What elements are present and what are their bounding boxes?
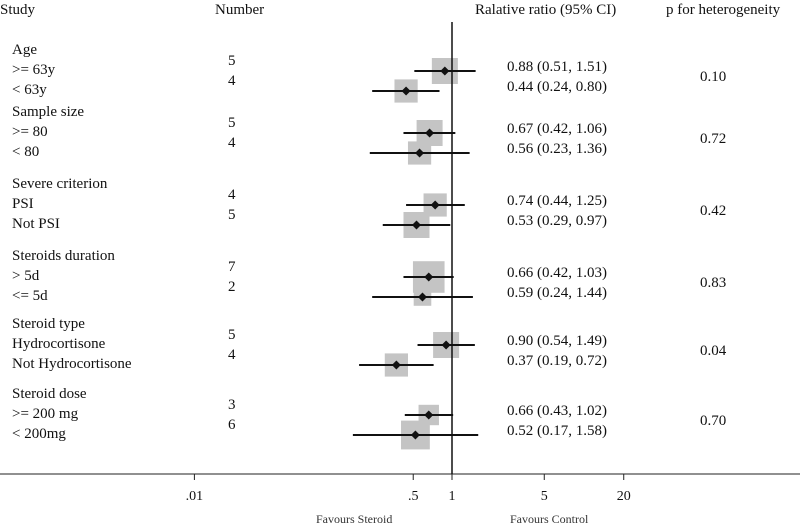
study-count: 5: [228, 115, 236, 131]
study-count: 3: [228, 397, 236, 413]
point-estimate: [410, 430, 420, 440]
subgroup-title: Sample size: [12, 104, 85, 120]
subgroup-title: Age: [12, 42, 37, 58]
heterogeneity-p-value: 0.42: [700, 203, 727, 219]
heterogeneity-p-value: 0.04: [700, 343, 727, 359]
ratio-column-header: Ralative ratio (95% CI): [475, 2, 617, 18]
ratio-ci-value: 0.74 (0.44, 1.25): [507, 193, 607, 209]
study-count: 5: [228, 53, 236, 69]
x-tick-label: 20: [616, 489, 631, 504]
subgroup-label: Hydrocortisone: [12, 336, 106, 352]
subgroup-title: Steroid type: [12, 316, 85, 332]
subgroup-label: PSI: [12, 196, 34, 212]
subgroup-title: Steroid dose: [12, 386, 87, 402]
ratio-ci-value: 0.44 (0.24, 0.80): [507, 79, 607, 95]
study-count: 5: [228, 207, 236, 223]
point-estimate: [415, 148, 425, 158]
subgroup-title: Severe criterion: [12, 176, 108, 192]
heterogeneity-p-value: 0.70: [700, 413, 727, 429]
study-count: 5: [228, 327, 236, 343]
point-estimate: [391, 360, 401, 370]
ratio-ci-value: 0.66 (0.42, 1.03): [507, 265, 607, 281]
subgroup-label: < 200mg: [12, 426, 66, 442]
study-count: 7: [228, 259, 236, 275]
study-count: 4: [228, 73, 236, 89]
study-count: 6: [228, 417, 236, 433]
ratio-ci-value: 0.67 (0.42, 1.06): [507, 121, 607, 137]
subgroup-label: Not Hydrocortisone: [12, 356, 132, 372]
x-tick-label: .5: [407, 489, 419, 504]
ratio-ci-value: 0.56 (0.23, 1.36): [507, 141, 607, 157]
subgroup-label: > 5d: [12, 268, 40, 284]
study-count: 4: [228, 135, 236, 151]
subgroup-title: Steroids duration: [12, 248, 115, 264]
ratio-ci-value: 0.90 (0.54, 1.49): [507, 333, 607, 349]
subgroup-label: < 80: [12, 144, 40, 160]
ratio-ci-value: 0.53 (0.29, 0.97): [507, 213, 607, 229]
heterogeneity-p-value: 0.10: [700, 69, 727, 85]
heterogeneity-p-value: 0.83: [700, 275, 727, 291]
x-tick-label: 1: [448, 489, 456, 504]
subgroup-label: >= 80: [12, 124, 48, 140]
x-tick-label: .01: [185, 489, 204, 504]
subgroup-label: < 63y: [12, 82, 47, 98]
favours-steroid-label: Favours Steroid: [316, 512, 393, 526]
ratio-ci-value: 0.66 (0.43, 1.02): [507, 403, 607, 419]
number-column-header: Number: [215, 2, 265, 18]
point-estimate: [425, 128, 435, 138]
x-tick-label: 5: [540, 489, 548, 504]
point-estimate: [417, 292, 427, 302]
study-count: 2: [228, 279, 236, 295]
favours-control-label: Favours Control: [510, 512, 589, 526]
point-estimate: [441, 340, 451, 350]
point-estimate: [411, 220, 421, 230]
study-column-header: Study: [0, 2, 36, 18]
subgroup-label: <= 5d: [12, 288, 48, 304]
point-estimate: [424, 410, 434, 420]
subgroup-label: >= 200 mg: [12, 406, 79, 422]
point-estimate: [401, 86, 411, 96]
subgroup-label: Not PSI: [12, 216, 60, 232]
subgroup-label: >= 63y: [12, 62, 56, 78]
heterogeneity-p-value: 0.72: [700, 131, 727, 147]
ratio-ci-value: 0.37 (0.19, 0.72): [507, 353, 607, 369]
ratio-ci-value: 0.52 (0.17, 1.58): [507, 423, 607, 439]
point-estimate: [424, 272, 434, 282]
study-count: 4: [228, 187, 236, 203]
ratio-ci-value: 0.88 (0.51, 1.51): [507, 59, 607, 75]
heterogeneity-column-header: p for heterogeneity: [666, 2, 781, 18]
study-count: 4: [228, 347, 236, 363]
point-estimate: [440, 66, 450, 76]
ratio-ci-value: 0.59 (0.24, 1.44): [507, 285, 607, 301]
point-estimate: [430, 200, 440, 210]
